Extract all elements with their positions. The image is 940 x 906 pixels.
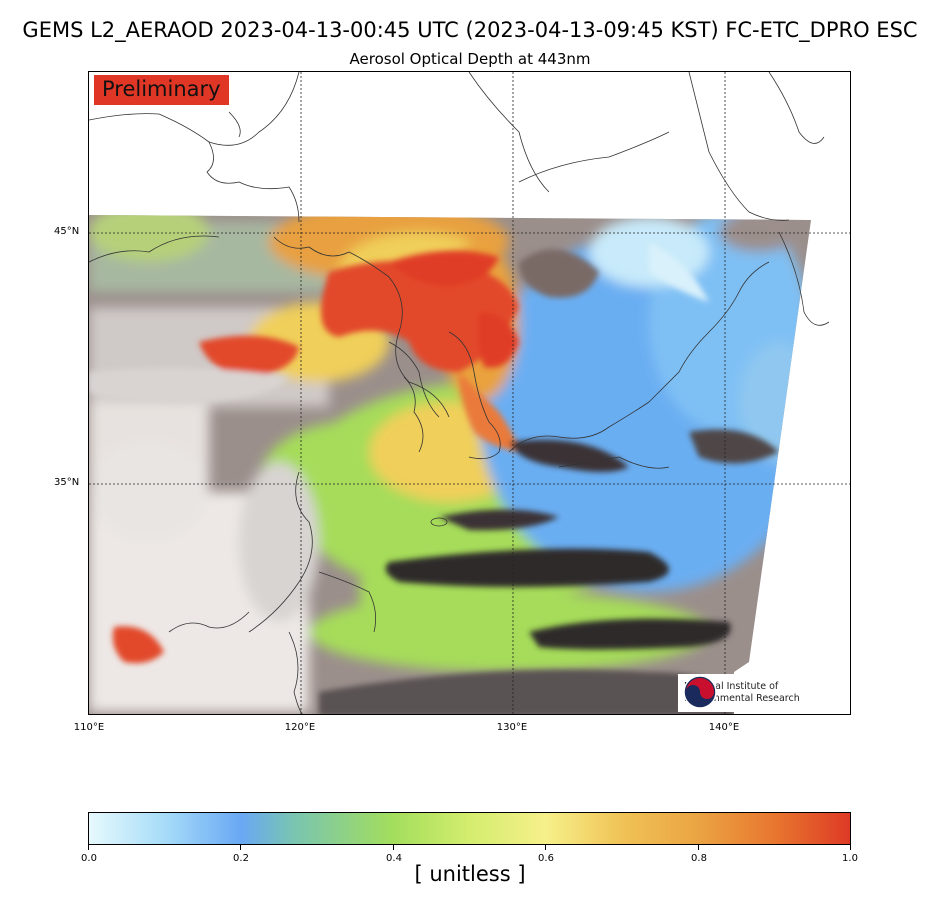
colorbar-tick	[850, 845, 851, 850]
nier-taegeuk-logo-icon	[683, 675, 717, 709]
lon-label-110e: 110°E	[73, 722, 105, 733]
colorbar-tick	[545, 845, 546, 850]
lat-label-35n: 35°N	[54, 477, 80, 488]
colorbar	[88, 812, 851, 845]
colorbar-label: 0.8	[691, 853, 707, 864]
lon-label-130e: 130°E	[496, 722, 528, 733]
aod-map-canvas	[89, 72, 850, 714]
colorbar-label: 0.2	[233, 853, 249, 864]
preliminary-badge: Preliminary	[94, 75, 229, 105]
map-subtitle: Aerosol Optical Depth at 443nm	[349, 50, 591, 68]
logo-line-2: Environmental Research	[684, 693, 800, 704]
lat-label-45n: 45°N	[54, 226, 80, 237]
colorbar-label: 0.0	[81, 853, 97, 864]
map-title: GEMS L2_AERAOD 2023-04-13-00:45 UTC (202…	[22, 18, 918, 42]
colorbar-label: 0.6	[538, 853, 554, 864]
colorbar-tick	[240, 845, 241, 850]
lon-label-140e: 140°E	[708, 722, 740, 733]
aod-map-panel: Preliminary National Institute of Enviro…	[88, 71, 851, 715]
gridlines	[89, 72, 850, 714]
coastlines	[89, 72, 830, 714]
colorbar-tick	[393, 845, 394, 850]
colorbar-tick	[698, 845, 699, 850]
colorbar-unit-label: [ unitless ]	[414, 862, 526, 886]
colorbar-tick	[88, 845, 89, 850]
lon-label-120e: 120°E	[284, 722, 316, 733]
colorbar-label: 1.0	[842, 853, 858, 864]
colorbar-label: 0.4	[386, 853, 402, 864]
logo-line-1: National Institute of	[684, 681, 779, 692]
nier-logo: National Institute of Environmental Rese…	[678, 674, 846, 712]
aod-swath	[89, 215, 811, 714]
